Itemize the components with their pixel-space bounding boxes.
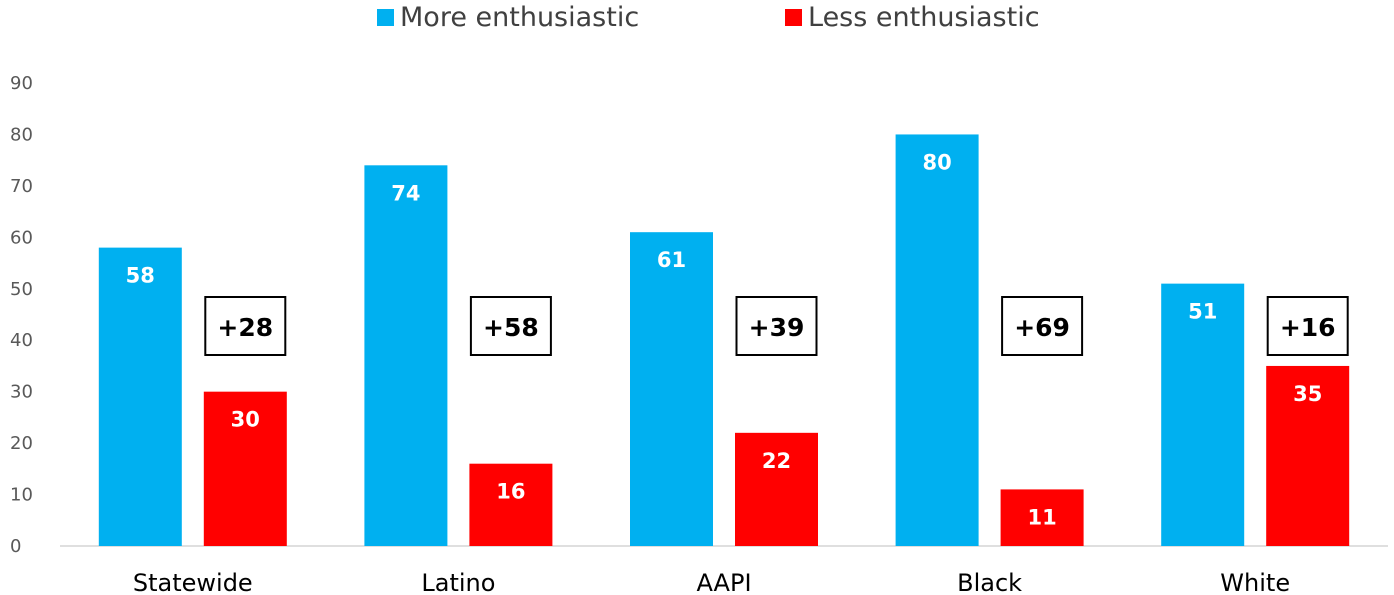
bar-less-enthusiastic bbox=[469, 463, 553, 546]
gap-annotation-box bbox=[735, 296, 818, 356]
bar-less-enthusiastic bbox=[1266, 365, 1350, 546]
bar-more-enthusiastic bbox=[364, 165, 448, 547]
legend-item-more-enthusiastic: More enthusiastic bbox=[377, 2, 639, 33]
gap-annotation-label: +69 bbox=[1014, 313, 1070, 342]
y-tick-label: 60 bbox=[10, 227, 33, 248]
data-label-more: 61 bbox=[657, 248, 686, 272]
legend-swatch-less bbox=[785, 9, 802, 26]
y-tick-label: 80 bbox=[10, 124, 33, 145]
y-tick-label: 30 bbox=[10, 382, 33, 403]
data-label-less: 30 bbox=[231, 408, 260, 432]
data-label-less: 11 bbox=[1027, 505, 1056, 529]
y-tick-label: 10 bbox=[10, 485, 33, 506]
bar-less-enthusiastic bbox=[203, 391, 287, 546]
gap-annotation-label: +39 bbox=[749, 313, 805, 342]
gap-annotation-box bbox=[469, 296, 552, 356]
bar-less-enthusiastic bbox=[735, 432, 818, 546]
y-tick-label: 90 bbox=[10, 73, 33, 94]
legend-label-more: More enthusiastic bbox=[400, 2, 640, 33]
data-label-more: 51 bbox=[1188, 300, 1217, 324]
x-tick-label: AAPI bbox=[696, 569, 751, 595]
legend-swatch-more bbox=[377, 9, 394, 26]
gap-annotation-box bbox=[1266, 296, 1349, 356]
bar-more-enthusiastic bbox=[98, 247, 182, 546]
legend: More enthusiastic Less enthusiastic bbox=[0, 2, 1394, 42]
y-tick-label: 40 bbox=[10, 330, 33, 351]
y-tick-label: 20 bbox=[10, 433, 33, 454]
x-tick-label: Black bbox=[957, 569, 1022, 595]
gap-annotation-box bbox=[204, 296, 287, 356]
y-tick-label: 50 bbox=[10, 279, 33, 300]
legend-label-less: Less enthusiastic bbox=[808, 2, 1040, 33]
x-tick-label: Statewide bbox=[133, 569, 253, 595]
bar-more-enthusiastic bbox=[895, 134, 979, 546]
y-tick-label: 70 bbox=[10, 176, 33, 197]
bar-less-enthusiastic bbox=[1000, 489, 1084, 546]
data-label-more: 74 bbox=[391, 181, 420, 205]
y-tick-label: 0 bbox=[10, 536, 21, 557]
x-tick-label: White bbox=[1220, 569, 1290, 595]
legend-item-less-enthusiastic: Less enthusiastic bbox=[785, 2, 1040, 33]
data-label-less: 35 bbox=[1293, 382, 1322, 406]
gap-annotation-label: +28 bbox=[217, 313, 273, 342]
data-label-less: 22 bbox=[762, 449, 791, 473]
data-label-more: 80 bbox=[922, 150, 951, 174]
gap-annotation-label: +16 bbox=[1280, 313, 1336, 342]
gap-annotation-box bbox=[1001, 296, 1084, 356]
gap-annotation-label: +58 bbox=[483, 313, 539, 342]
data-label-less: 16 bbox=[496, 480, 525, 504]
bar-more-enthusiastic bbox=[630, 232, 713, 546]
data-label-more: 58 bbox=[126, 264, 155, 288]
x-tick-label: Latino bbox=[421, 569, 495, 595]
bar-more-enthusiastic bbox=[1161, 283, 1245, 546]
